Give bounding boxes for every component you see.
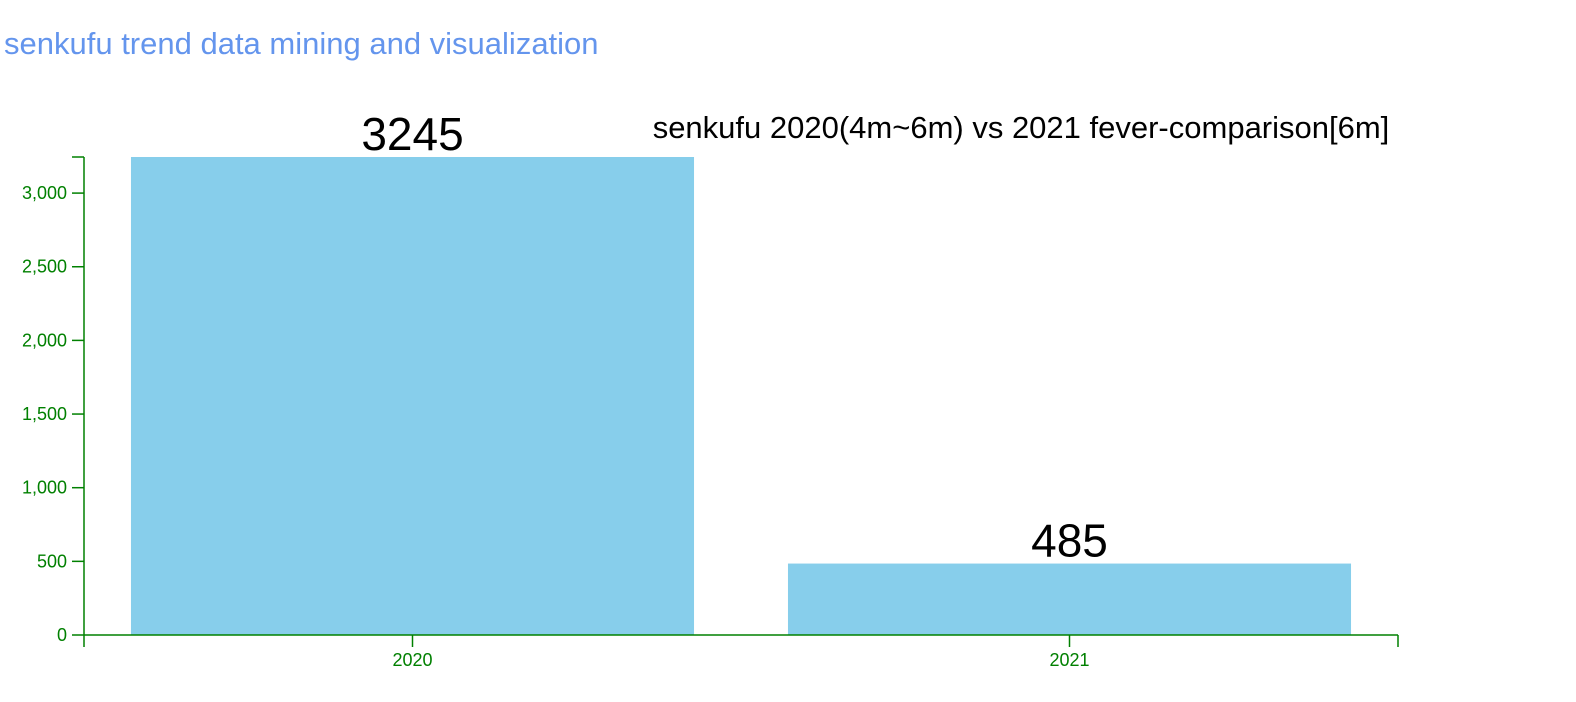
bar-2020	[130, 157, 695, 635]
x-tick-label: 2020	[392, 650, 432, 670]
data-labels-layer: 3245 485	[361, 108, 1108, 567]
y-tick-label: 3,000	[22, 183, 67, 203]
bars-layer	[130, 157, 1352, 635]
y-tick-label: 0	[57, 625, 67, 645]
y-axis: 0 500 1,000 1,500 2,000 2,500 3,000	[22, 156, 85, 645]
y-tick-label: 500	[37, 551, 67, 571]
data-label-2020: 3245	[361, 108, 463, 160]
data-label-2021: 485	[1031, 515, 1108, 567]
x-axis: 2020 2021	[83, 634, 1399, 670]
y-tick-label: 1,500	[22, 404, 67, 424]
x-tick-label: 2021	[1049, 650, 1089, 670]
page-header: senkufu trend data mining and visualizat…	[4, 26, 599, 61]
chart-title: senkufu 2020(4m~6m) vs 2021 fever-compar…	[653, 110, 1390, 145]
y-tick-label: 2,500	[22, 257, 67, 277]
y-tick-label: 1,000	[22, 478, 67, 498]
y-tick-label: 2,000	[22, 330, 67, 350]
bar-2021	[787, 563, 1352, 635]
